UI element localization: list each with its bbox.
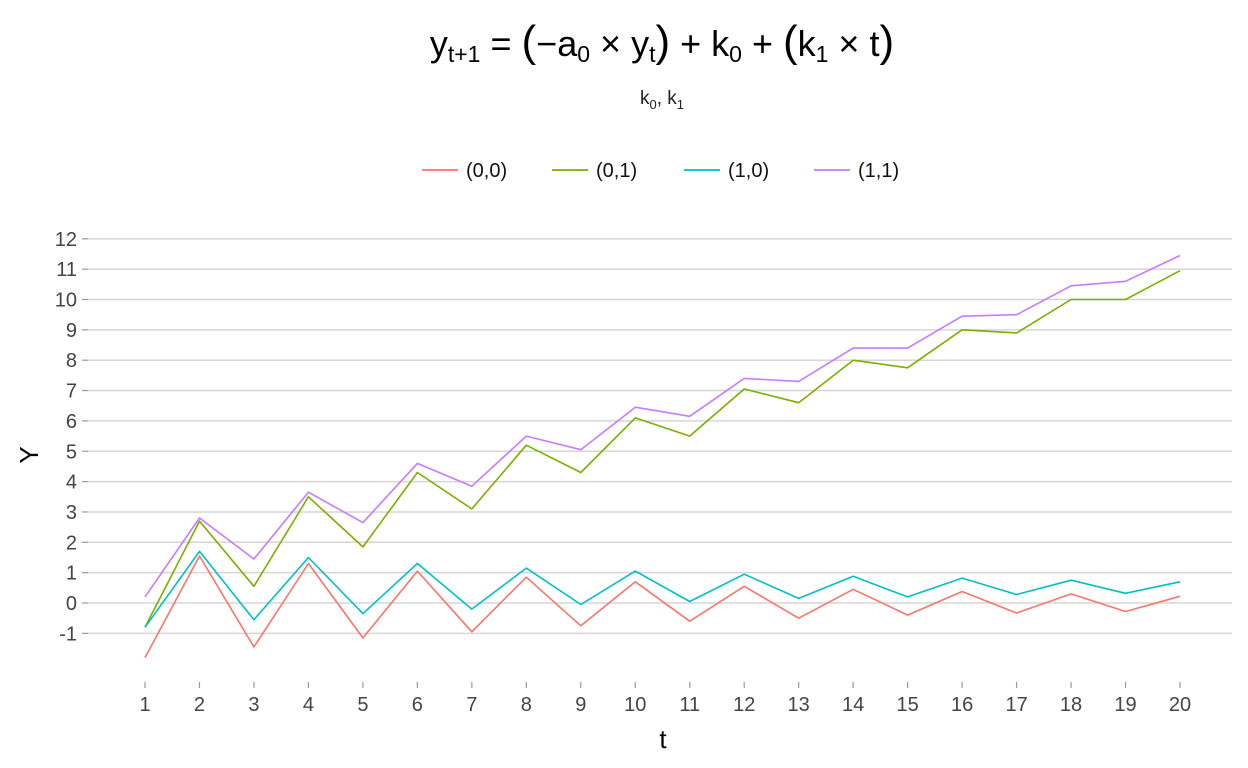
x-tick-label: 3 (248, 694, 259, 716)
y-tick-label: -1 (59, 623, 77, 645)
legend-label: (1,0) (728, 160, 769, 182)
y-tick-label: 2 (66, 532, 77, 554)
x-tick-label: 20 (1169, 694, 1191, 716)
y-tick-label: 5 (66, 441, 77, 463)
series-line-2 (144, 550, 1181, 628)
x-tick-label: 4 (303, 694, 314, 716)
x-tick-label: 15 (897, 694, 919, 716)
y-tick-label: 8 (66, 350, 77, 372)
chart-subtitle: k0, k1 (640, 88, 684, 112)
series-line-1 (144, 269, 1181, 628)
x-tick-label: 8 (521, 694, 532, 716)
legend-label: (1,1) (858, 160, 899, 182)
x-axis: 1 2 3 4 5 6 7 8 9 10 11 12 13 14 15 16 17 18 19 20 (139, 682, 1191, 716)
x-tick-label: 11 (679, 694, 700, 716)
y-tick-label: 3 (66, 502, 77, 524)
legend-label: (0,0) (466, 160, 507, 182)
series-lines (144, 254, 1181, 658)
x-tick-label: 5 (357, 694, 368, 716)
x-axis-title: t (659, 724, 667, 754)
y-tick-label: 12 (55, 229, 77, 251)
x-tick-label: 16 (951, 694, 973, 716)
x-tick-label: 14 (842, 694, 864, 716)
series-line-0 (144, 555, 1181, 658)
x-tick-label: 9 (575, 694, 586, 716)
y-tick-label: 10 (55, 290, 77, 312)
series-line-3 (144, 254, 1181, 598)
y-tick-label: 4 (66, 472, 77, 494)
x-tick-label: 10 (624, 694, 646, 716)
y-tick-label: 9 (66, 320, 77, 342)
x-tick-label: 7 (466, 694, 477, 716)
y-axis-title: Y (14, 446, 44, 463)
gridlines (88, 238, 1232, 635)
x-tick-label: 18 (1060, 694, 1082, 716)
x-tick-label: 13 (788, 694, 810, 716)
y-tick-label: 1 (66, 563, 77, 585)
x-tick-label: 6 (412, 694, 423, 716)
x-tick-label: 17 (1005, 694, 1027, 716)
y-tick-label: 6 (66, 411, 77, 433)
x-tick-label: 19 (1114, 694, 1136, 716)
y-tick-label: 7 (66, 381, 77, 403)
y-tick-label: 11 (56, 259, 77, 281)
chart-title: yt+1 = (−a0 × yt) + k0 + (k1 × t) (430, 17, 894, 67)
x-tick-label: 12 (733, 694, 755, 716)
x-tick-label: 1 (139, 694, 150, 716)
legend-label: (0,1) (596, 160, 637, 182)
legend: (0,0) (0,1) (1,0) (1,1) (422, 160, 899, 182)
x-tick-label: 2 (194, 694, 205, 716)
y-tick-label: 0 (66, 593, 77, 615)
